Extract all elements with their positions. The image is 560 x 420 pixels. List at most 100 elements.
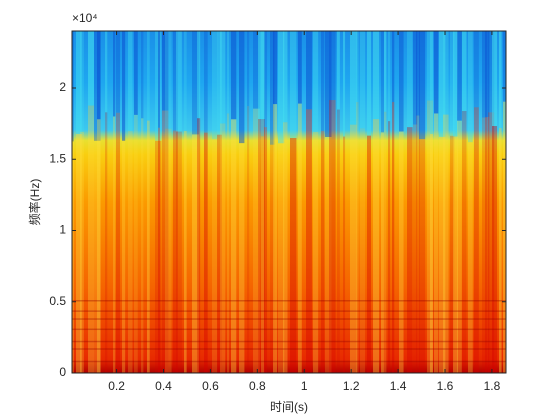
texture-stripe: [413, 31, 418, 125]
texture-stripe: [482, 31, 488, 118]
texture-stripe: [488, 31, 495, 113]
texture-stripe: [173, 31, 178, 131]
texture-stripe: [97, 119, 101, 373]
texture-stripe: [192, 31, 199, 135]
y-tick-label: 1.5: [49, 151, 66, 165]
texture-stripe: [453, 31, 458, 137]
texture-stripe: [116, 31, 121, 113]
texture-stripe: [450, 31, 455, 136]
texture-stripe: [373, 31, 380, 120]
texture-stripe: [413, 124, 418, 373]
texture-stripe: [231, 31, 237, 120]
x-tick-label: 1.6: [437, 379, 454, 393]
texture-band: [72, 300, 506, 302]
texture-stripe: [439, 31, 446, 137]
texture-stripe: [197, 118, 201, 373]
texture-stripe: [462, 111, 467, 373]
texture-stripe: [264, 127, 268, 373]
texture-stripe: [261, 31, 265, 137]
texture-stripe: [273, 104, 278, 373]
x-tick-label: 0.8: [249, 379, 266, 393]
x-tick-label: 0.4: [155, 379, 172, 393]
texture-stripe: [360, 128, 366, 373]
texture-stripe: [499, 31, 502, 129]
texture-stripe: [392, 31, 395, 102]
texture-stripe: [373, 119, 380, 373]
spectrogram-image: [72, 31, 506, 373]
y-tick-label: 0: [59, 365, 66, 379]
texture-stripe: [462, 31, 467, 112]
texture-stripe: [184, 130, 187, 373]
texture-stripe: [122, 140, 126, 373]
y-tick-label: 0.5: [49, 294, 66, 308]
texture-stripe: [416, 31, 420, 116]
texture-stripe: [176, 31, 182, 132]
x-axis-label: 时间(s): [270, 400, 308, 414]
texture-stripe: [197, 31, 201, 119]
texture-stripe: [88, 31, 95, 106]
texture-stripe: [499, 128, 502, 373]
texture-stripe: [247, 106, 250, 373]
texture-stripe: [147, 120, 150, 373]
texture-stripe: [165, 128, 172, 373]
texture-stripe: [329, 100, 336, 373]
texture-stripe: [321, 31, 325, 131]
texture-stripe: [360, 31, 366, 129]
texture-stripe: [453, 136, 458, 373]
texture-stripe: [247, 31, 250, 107]
texture-stripe: [253, 108, 260, 373]
x-tick-label: 0.6: [202, 379, 219, 393]
texture-stripe: [173, 130, 178, 373]
texture-stripe: [128, 31, 133, 132]
texture-stripe: [72, 31, 75, 142]
texture-stripe: [278, 31, 285, 144]
texture-stripe: [407, 127, 413, 373]
texture-stripe: [141, 118, 144, 373]
texture-stripe: [270, 144, 275, 373]
texture-stripe: [97, 31, 101, 120]
texture-stripe: [388, 121, 391, 373]
texture-stripe: [443, 31, 449, 115]
texture-stripe: [485, 116, 490, 373]
texture-stripe: [290, 31, 297, 139]
texture-stripe: [212, 139, 218, 373]
texture-stripe: [443, 114, 449, 373]
texture-stripe: [270, 31, 275, 145]
texture-band: [72, 340, 506, 343]
texture-stripe: [439, 136, 446, 373]
texture-stripe: [217, 31, 222, 135]
texture-stripe: [430, 31, 433, 134]
texture-stripe: [503, 31, 506, 102]
texture-stripe: [381, 132, 384, 373]
texture-stripe: [72, 141, 75, 373]
texture-stripe: [231, 119, 237, 373]
texture-stripe: [321, 130, 325, 373]
texture-stripe: [343, 136, 346, 373]
texture-stripe: [356, 31, 359, 103]
texture-stripe: [474, 31, 479, 108]
texture-stripe: [94, 140, 101, 373]
texture-stripe: [239, 31, 245, 144]
texture-stripe: [264, 31, 268, 128]
texture-stripe: [388, 31, 391, 122]
texture-stripe: [283, 122, 288, 373]
texture-stripe: [399, 31, 404, 132]
texture-stripe: [128, 131, 133, 373]
texture-stripe: [329, 31, 336, 101]
texture-stripe: [474, 107, 479, 373]
texture-stripe: [162, 31, 169, 111]
texture-stripe: [430, 133, 433, 373]
texture-stripe: [273, 31, 278, 105]
texture-stripe: [427, 31, 433, 101]
axes-box: [71, 30, 507, 374]
texture-stripe: [227, 113, 230, 373]
texture-stripe: [88, 105, 95, 373]
texture-stripe: [134, 31, 138, 115]
texture-band: [72, 328, 506, 331]
texture-stripe: [434, 113, 439, 373]
texture-stripe: [384, 111, 387, 373]
texture-stripe: [468, 31, 473, 143]
texture-stripe: [134, 114, 138, 373]
texture-stripe: [116, 112, 121, 373]
